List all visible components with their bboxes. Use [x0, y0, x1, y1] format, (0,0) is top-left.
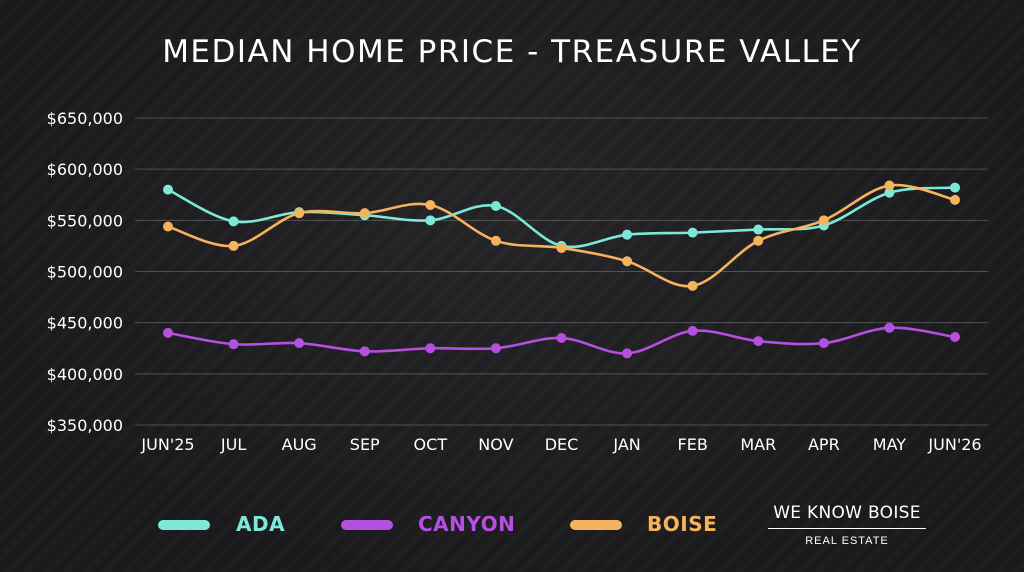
data-point-ada [753, 224, 764, 235]
data-point-boise [228, 240, 239, 251]
y-tick-label: $500,000 [47, 263, 123, 282]
data-point-canyon [884, 322, 895, 333]
legend-swatch-ada [158, 520, 210, 530]
data-point-ada [163, 184, 173, 195]
y-tick-label: $600,000 [47, 160, 123, 179]
data-point-canyon [753, 336, 764, 347]
data-point-canyon [425, 343, 436, 354]
data-point-boise [884, 180, 895, 191]
x-tick-label: AUG [282, 435, 317, 454]
x-tick-label: MAY [873, 435, 907, 454]
data-point-boise [687, 280, 698, 291]
x-tick-label: OCT [414, 435, 448, 454]
brand-subtitle: REAL ESTATE [805, 535, 889, 547]
y-tick-label: $400,000 [47, 365, 123, 384]
data-point-ada [687, 227, 698, 238]
data-point-canyon [490, 343, 501, 354]
data-point-canyon [556, 333, 567, 344]
data-point-canyon [163, 327, 173, 338]
legend-label-canyon: CANYON [418, 512, 516, 536]
y-tick-label: $450,000 [47, 314, 123, 333]
data-point-canyon [294, 338, 305, 349]
legend-label-boise: BOISE [647, 512, 718, 536]
y-tick-label: $350,000 [47, 416, 123, 435]
x-tick-label: JUL [220, 435, 246, 454]
data-point-canyon [950, 331, 960, 342]
data-point-boise [950, 194, 960, 205]
data-point-canyon [687, 325, 698, 336]
data-point-ada [425, 215, 436, 226]
x-tick-label: JUN'26 [927, 435, 981, 454]
data-point-canyon [818, 338, 829, 349]
legend-swatch-boise [570, 520, 622, 530]
x-tick-label: JAN [612, 435, 640, 454]
data-point-boise [294, 208, 305, 219]
x-tick-label: SEP [350, 435, 380, 454]
x-tick-label: JUN'25 [140, 435, 194, 454]
data-point-boise [163, 221, 173, 232]
data-point-boise [556, 242, 567, 253]
y-tick-label: $650,000 [47, 109, 123, 128]
brand-divider [768, 528, 926, 529]
data-point-ada [228, 216, 239, 227]
data-point-boise [425, 199, 436, 210]
y-tick-label: $550,000 [47, 211, 123, 230]
legend-label-ada: ADA [236, 512, 286, 536]
data-point-ada [622, 229, 633, 240]
chart-title: MEDIAN HOME PRICE - TREASURE VALLEY [162, 34, 862, 70]
data-point-canyon [228, 339, 239, 350]
data-point-canyon [622, 348, 633, 359]
x-tick-label: DEC [545, 435, 579, 454]
data-point-boise [753, 235, 764, 246]
x-tick-label: FEB [678, 435, 708, 454]
x-tick-label: NOV [478, 435, 513, 454]
data-point-boise [490, 235, 501, 246]
data-point-canyon [359, 346, 370, 357]
x-tick-label: MAR [740, 435, 776, 454]
brand-name: WE KNOW BOISE [773, 503, 921, 523]
data-point-ada [490, 201, 501, 212]
data-point-boise [359, 208, 370, 219]
brand-logo: WE KNOW BOISE REAL ESTATE [768, 503, 926, 547]
data-point-ada [950, 182, 960, 193]
x-tick-label: APR [808, 435, 840, 454]
legend-swatch-canyon [341, 520, 393, 530]
data-point-boise [818, 215, 829, 226]
data-point-boise [622, 256, 633, 267]
data-point-ada [884, 187, 895, 198]
